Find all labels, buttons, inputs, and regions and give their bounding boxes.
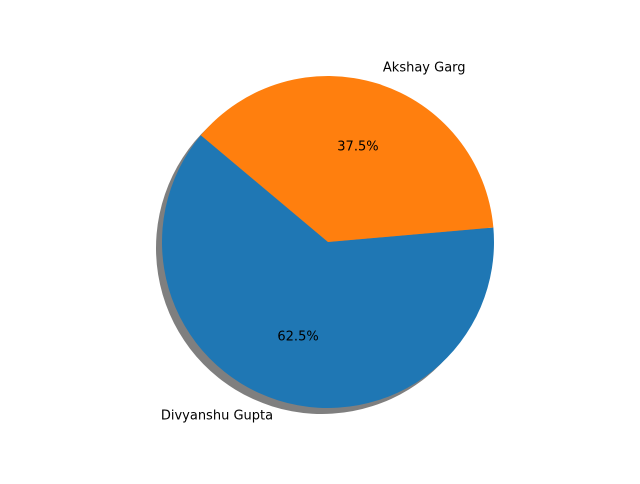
pie-category-label-divyanshu-gupta: Divyanshu Gupta	[161, 409, 273, 424]
pie-slice-divyanshu-gupta	[161, 135, 494, 409]
pie-slice-akshay-garg	[200, 76, 494, 243]
pie-pct-label-akshay-garg: 37.5%	[337, 140, 378, 155]
pie-category-label-akshay-garg: Akshay Garg	[383, 60, 466, 75]
pie-labels: 62.5% Divyanshu Gupta 37.5% Akshay Garg	[161, 60, 466, 423]
pie-slices	[161, 76, 494, 409]
pie-pct-label-divyanshu-gupta: 62.5%	[277, 329, 318, 344]
